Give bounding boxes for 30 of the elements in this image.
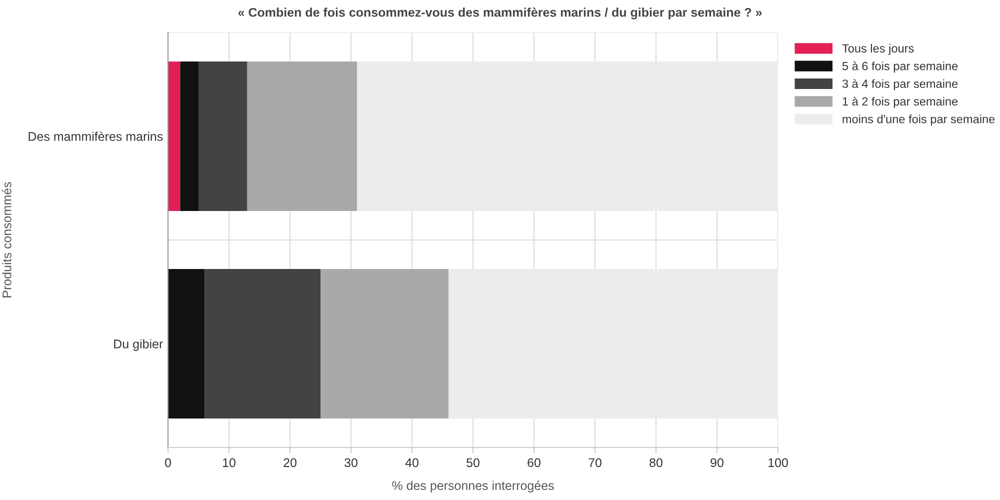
x-tick-label: 40 [405, 458, 418, 468]
bar [204, 269, 320, 418]
bar [198, 62, 248, 211]
bar [357, 62, 778, 211]
legend-label: 1 à 2 fois par semaine [842, 96, 958, 108]
x-tick-label: 100 [768, 458, 788, 468]
y-tick-label: Des mammifères marins [28, 132, 163, 141]
bar [247, 62, 358, 211]
x-tick-label: 30 [344, 458, 358, 468]
x-tick-label: 80 [650, 458, 662, 468]
y-tick-label: Du gibier [114, 339, 163, 351]
bar [168, 269, 205, 418]
legend-label: 3 à 4 fois par semaine [842, 79, 958, 90]
legend-label: Tous les jours [842, 44, 914, 55]
bar [448, 269, 778, 418]
legend-label: 5 à 6 fois par semaine [842, 61, 958, 73]
x-tick-label: 10 [223, 458, 236, 468]
bar [180, 62, 198, 211]
chart-title: « Combien de fois consommez-vous des mammifères marins / du gibier par semaine ? » [238, 8, 762, 20]
legend-label: moins d'une fois par semaine [842, 114, 995, 126]
x-tick-label: 20 [284, 458, 296, 468]
y-axis-title: Produits consommés [2, 182, 12, 298]
x-tick-label: 70 [588, 458, 602, 468]
x-tick-label: 0 [165, 458, 171, 468]
x-tick-label: 60 [528, 458, 540, 468]
bar [320, 269, 449, 418]
x-axis-title: % des personnes interrogées [392, 480, 554, 492]
bar [168, 62, 180, 211]
x-tick-label: 50 [466, 458, 480, 468]
x-tick-label: 90 [710, 458, 724, 468]
